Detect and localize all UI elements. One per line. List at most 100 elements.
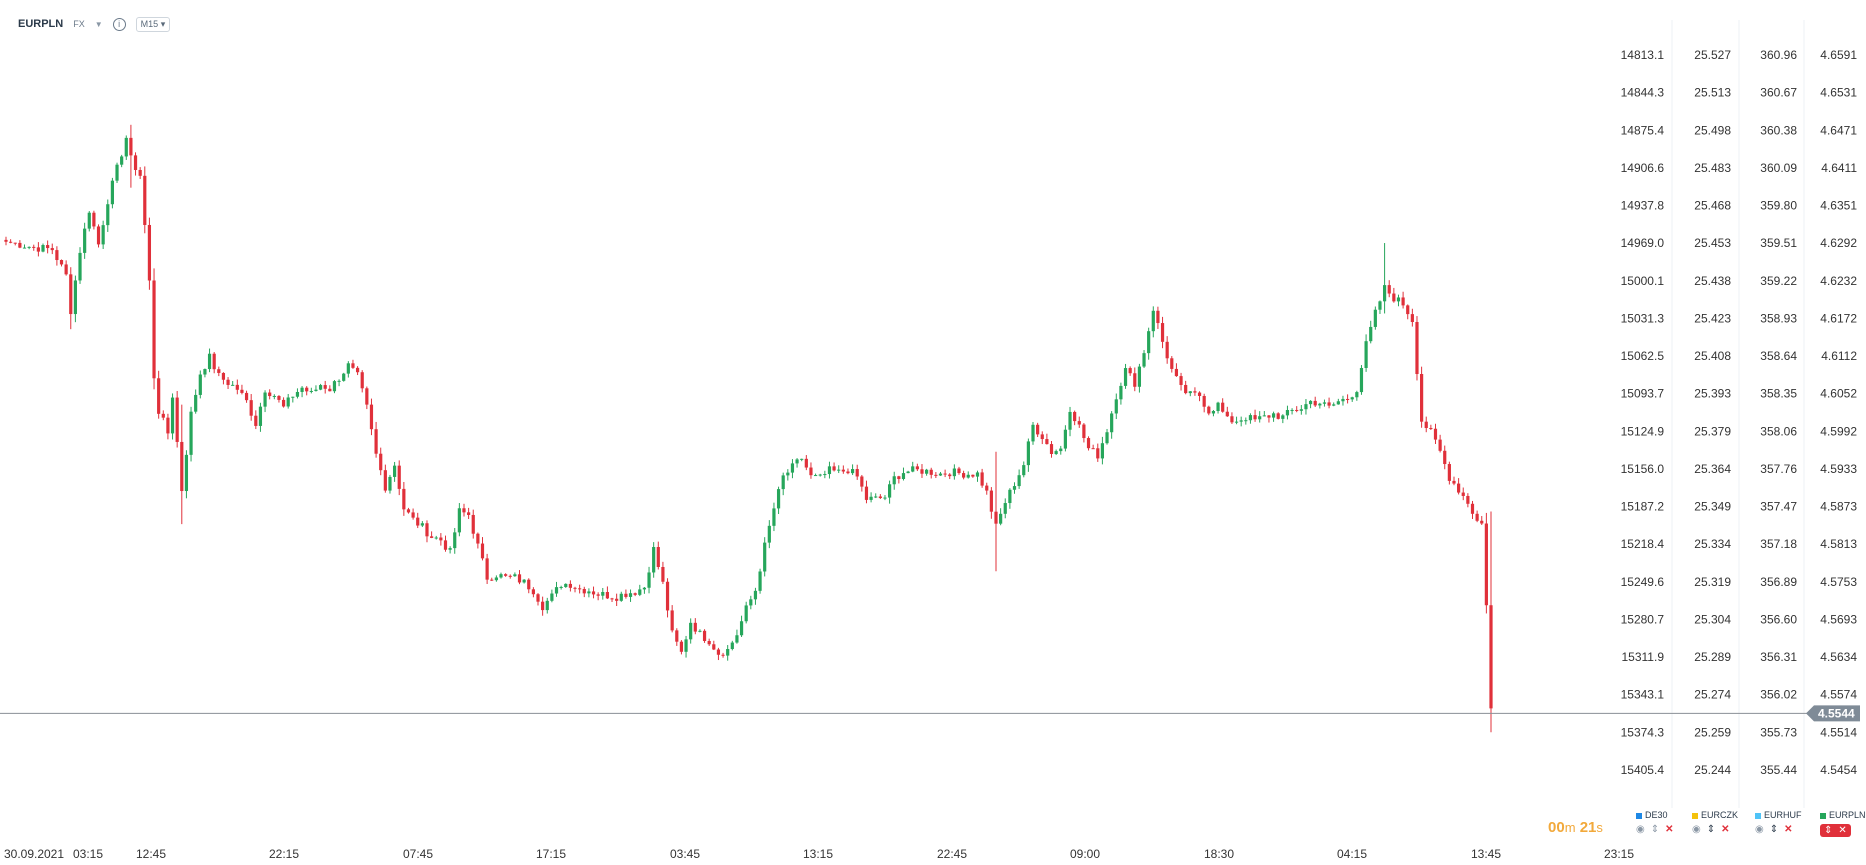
legend-item-de30[interactable]: DE30 ◉ ⇕ ✕	[1636, 810, 1674, 835]
y-tick-label: 25.468	[1694, 199, 1731, 213]
candle-body	[161, 413, 165, 418]
candle-body	[203, 369, 207, 375]
timeframe-button[interactable]: M15 ▾	[135, 16, 171, 32]
axis-column-dividers	[1671, 20, 1805, 808]
y-tick-label: 357.47	[1760, 500, 1797, 514]
legend-item-eurczk[interactable]: EURCZK ◉ ⇕ ✕	[1692, 810, 1738, 835]
candle-body	[897, 476, 901, 480]
y-tick-label: 356.02	[1760, 688, 1797, 702]
candle-body	[36, 247, 40, 252]
candle-body	[776, 489, 781, 509]
candle-body	[124, 137, 128, 157]
candle-body	[231, 384, 235, 386]
candle-body	[1443, 450, 1447, 465]
y-tick-label: 4.5574	[1820, 688, 1857, 702]
candle-body	[1045, 439, 1049, 445]
y-tick-label: 4.6531	[1820, 86, 1857, 100]
close-icon[interactable]: ✕	[1665, 824, 1674, 835]
candle-body	[813, 475, 818, 477]
candle-body	[670, 610, 674, 631]
candle-body	[32, 246, 36, 248]
candle-body	[1267, 415, 1271, 418]
candle-body	[374, 429, 378, 454]
candle-body	[1276, 413, 1280, 419]
candle-body	[508, 575, 512, 577]
close-icon[interactable]: ✕	[1838, 825, 1847, 836]
candle-body	[781, 475, 785, 490]
candle-body	[767, 525, 771, 543]
candle-body	[985, 485, 989, 491]
candle-body	[739, 621, 744, 636]
x-tick-label: 07:45	[403, 847, 433, 861]
candle-body	[901, 473, 906, 480]
candle-body	[1382, 285, 1387, 302]
candle-body	[1221, 402, 1225, 412]
candle-body	[1387, 285, 1391, 294]
candle-body	[1415, 322, 1419, 375]
close-icon[interactable]: ✕	[1784, 824, 1793, 835]
sort-icon[interactable]: ⇕	[1650, 824, 1660, 835]
legend-item-eurpln[interactable]: EURPLN ⇕ ✕	[1820, 810, 1866, 837]
candle-body	[41, 245, 45, 252]
sort-icon[interactable]: ⇕	[1824, 825, 1833, 836]
y-tick-label: 25.453	[1694, 236, 1731, 250]
candle-body	[1322, 402, 1327, 404]
candle-body	[476, 533, 480, 544]
candle-body	[457, 508, 461, 533]
candle-body	[87, 212, 91, 229]
candle-body	[892, 476, 896, 485]
candle-body	[351, 363, 355, 368]
candle-body	[689, 622, 693, 640]
candle-body	[360, 372, 364, 389]
candle-body	[1165, 341, 1169, 359]
y-tick-label: 15249.6	[1621, 575, 1665, 589]
candle-body	[50, 248, 54, 251]
legend-item-eurhuf[interactable]: EURHUF ◉ ⇕ ✕	[1755, 810, 1802, 835]
candle-body	[800, 458, 804, 460]
candle-body	[143, 175, 147, 225]
candle-body	[1452, 480, 1456, 484]
y-tick-label: 4.6351	[1820, 199, 1857, 213]
candle-body	[281, 399, 286, 407]
candle-body	[1438, 439, 1442, 451]
y-tick-label: 25.289	[1694, 650, 1731, 664]
candle-body	[198, 374, 202, 395]
eye-icon[interactable]: ◉	[1755, 824, 1764, 835]
info-icon[interactable]: i	[112, 17, 126, 31]
candle-body	[443, 540, 448, 550]
sort-icon[interactable]: ⇕	[1706, 824, 1716, 835]
candle-body	[1475, 513, 1479, 521]
close-icon[interactable]: ✕	[1721, 824, 1730, 835]
eye-icon[interactable]: ◉	[1692, 824, 1701, 835]
series-color-swatch	[1820, 812, 1826, 819]
candle-body	[369, 404, 374, 430]
candle-body	[934, 474, 938, 476]
candle-body	[180, 441, 184, 492]
candle-body	[212, 353, 216, 370]
candle-body	[938, 473, 943, 476]
candle-body	[809, 467, 813, 476]
candle-body	[305, 387, 309, 392]
y-tick-label: 25.527	[1694, 48, 1731, 62]
candle-body	[1054, 451, 1058, 454]
y-tick-label: 359.22	[1760, 274, 1797, 288]
candle-body	[702, 630, 707, 641]
candle-body	[1017, 475, 1021, 487]
candle-body	[1211, 411, 1216, 414]
candle-body	[1160, 323, 1165, 342]
legend-actions-active[interactable]: ⇕ ✕	[1820, 824, 1851, 837]
symbol-label[interactable]: EURPLN	[18, 18, 64, 30]
x-tick-label: 23:15	[1604, 847, 1634, 861]
candle-body	[827, 466, 832, 475]
countdown-minutes: 00	[1548, 819, 1565, 836]
candle-body	[573, 587, 577, 589]
chevron-down-icon[interactable]: ▼	[94, 19, 103, 29]
y-tick-label: 358.35	[1760, 387, 1797, 401]
eye-icon[interactable]: ◉	[1636, 824, 1645, 835]
sort-icon[interactable]: ⇕	[1769, 824, 1779, 835]
y-tick-label: 4.6112	[1821, 349, 1857, 363]
candle-body	[795, 459, 799, 464]
series-color-swatch	[1755, 812, 1761, 819]
candle-body	[712, 644, 716, 650]
